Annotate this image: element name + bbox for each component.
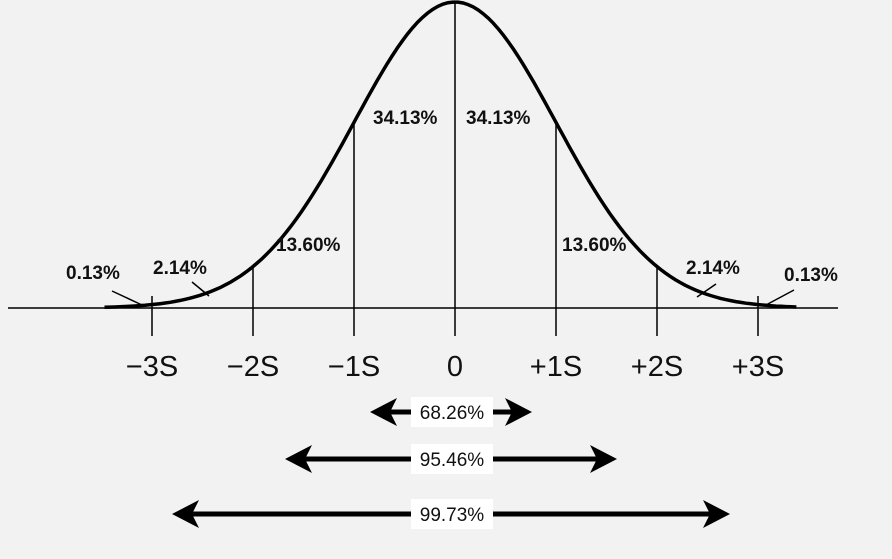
tick-right-2.14	[696, 283, 717, 298]
axis-label: −1S	[328, 351, 380, 383]
bell-curve	[104, 0, 797, 310]
arrowhead-right-icon	[590, 445, 617, 473]
arrowhead-left-icon	[172, 500, 199, 528]
axis-label: +2S	[631, 351, 683, 383]
segment-label: 0.13%	[784, 265, 838, 286]
axis-label: 0	[447, 351, 463, 383]
segment-label: 2.14%	[153, 258, 207, 279]
segment-label: 13.60%	[276, 235, 341, 256]
segment-label: 34.13%	[373, 108, 438, 129]
range-label: 99.73%	[420, 505, 485, 526]
arrowhead-left-icon	[370, 398, 397, 426]
tick-right-0.13	[765, 289, 795, 306]
range-label-box	[411, 499, 493, 529]
tick-left-0.13	[111, 290, 143, 306]
axis-label: +3S	[732, 351, 784, 383]
range-label: 68.26%	[420, 403, 485, 424]
axis-label: −3S	[126, 351, 178, 383]
segment-label: 2.14%	[686, 258, 740, 279]
range-label-box	[411, 444, 493, 474]
tick-left-2.14	[191, 281, 210, 297]
segment-label: 13.60%	[562, 235, 627, 256]
range-label-box	[411, 397, 493, 427]
segment-label: 0.13%	[66, 263, 120, 284]
axis-label: −2S	[227, 351, 279, 383]
range-label: 95.46%	[420, 450, 485, 471]
arrowhead-right-icon	[505, 398, 532, 426]
segment-label: 34.13%	[466, 108, 531, 129]
arrowhead-right-icon	[703, 500, 730, 528]
axis-label: +1S	[530, 351, 582, 383]
arrowhead-left-icon	[285, 445, 312, 473]
